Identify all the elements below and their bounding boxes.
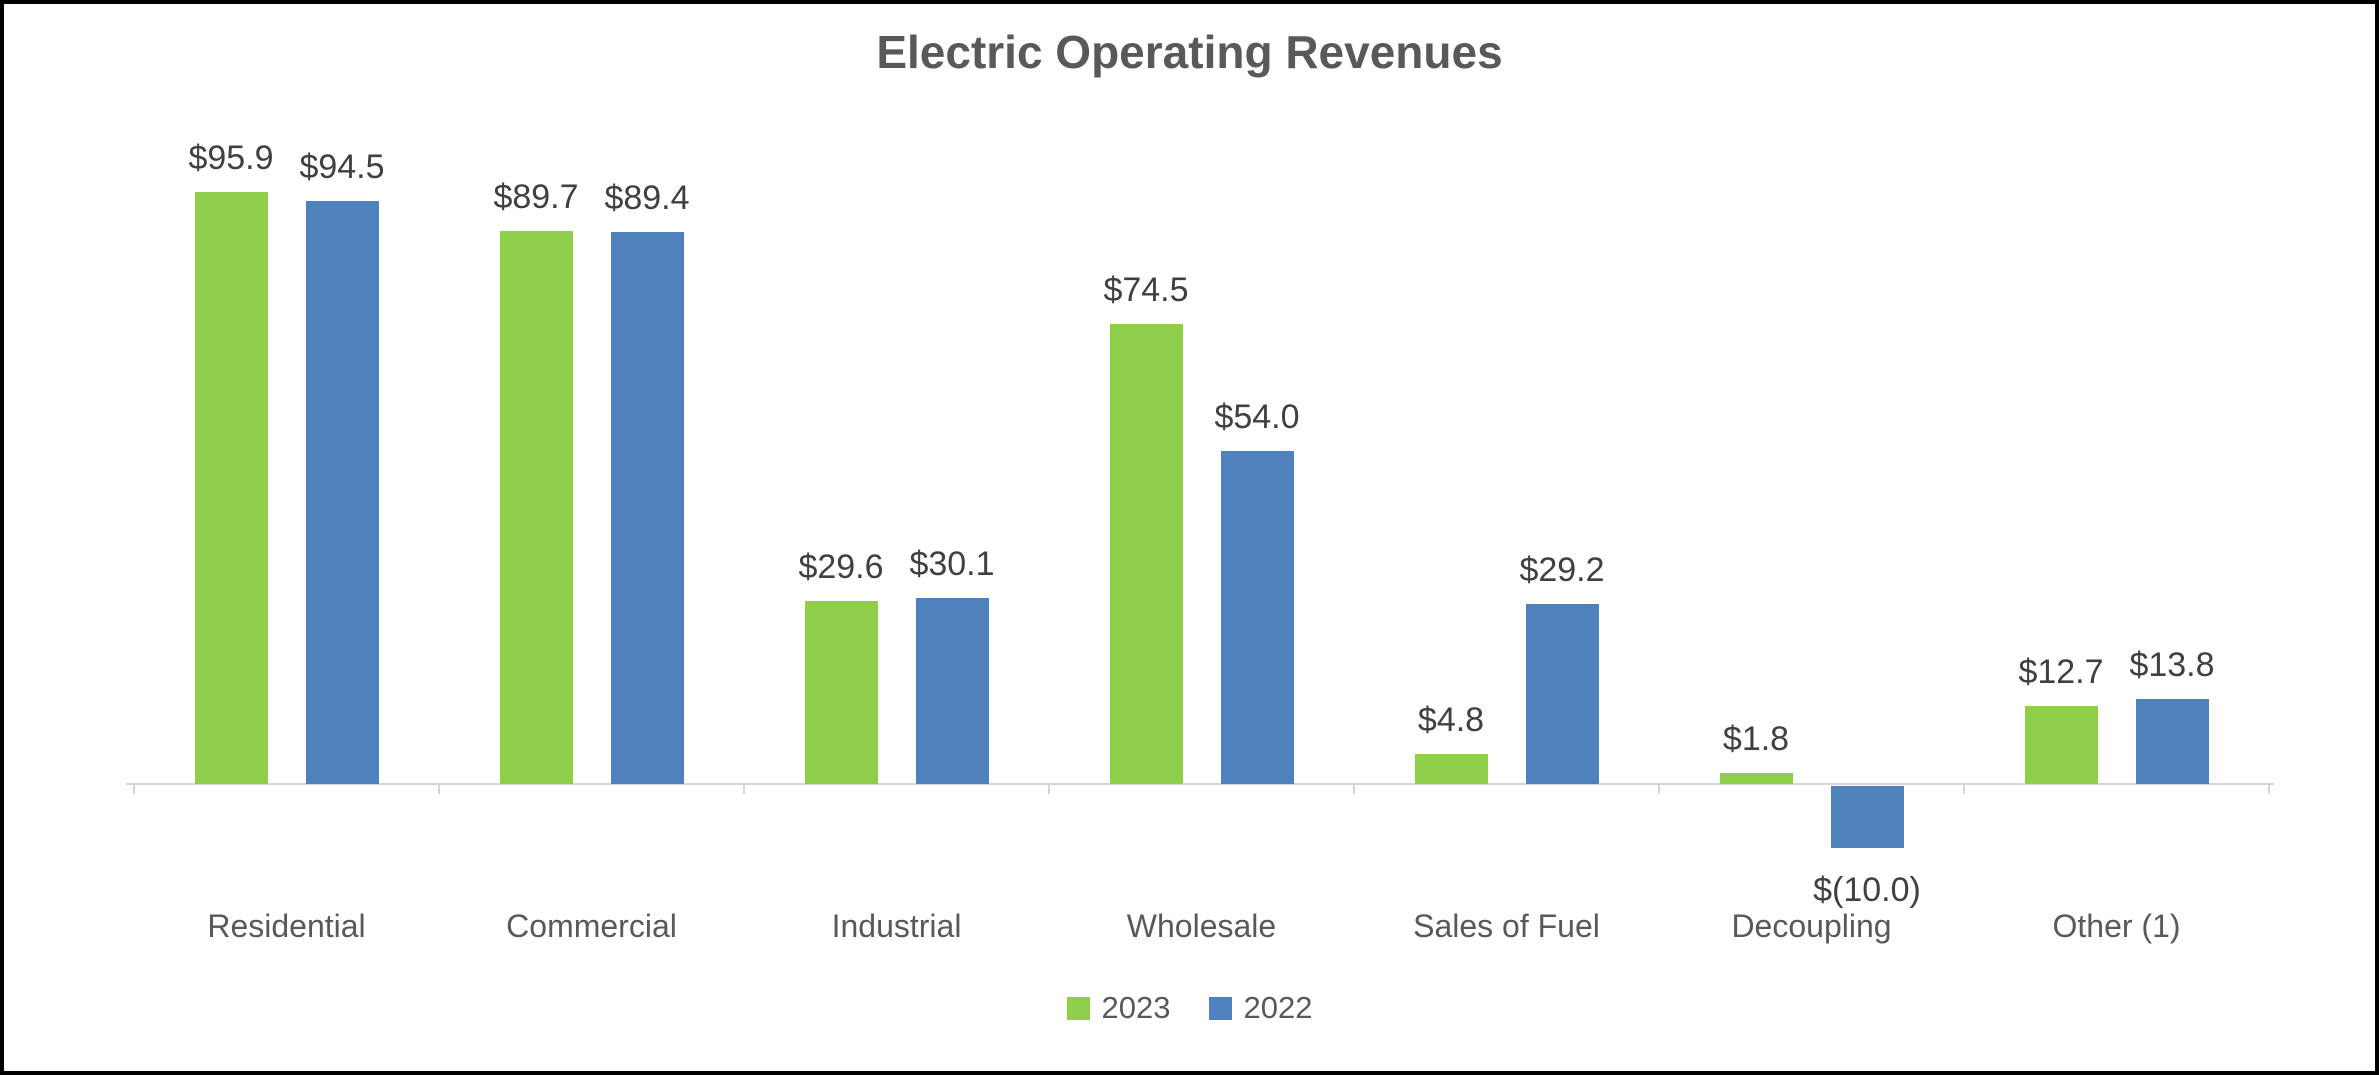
bar-2023 <box>1414 754 1488 784</box>
bar-2023 <box>2024 706 2098 784</box>
bar-value-label: $1.8 <box>1722 720 1790 758</box>
legend-item-2022: 2022 <box>1208 990 1313 1026</box>
bar-value-label: $12.7 <box>2018 653 2104 691</box>
bar-value-label: $74.5 <box>1103 271 1189 309</box>
bar-2022 <box>1830 786 1904 848</box>
bar-value-label: $30.1 <box>909 545 995 583</box>
bar-value-label: $95.9 <box>188 139 274 177</box>
bar-value-label: $94.5 <box>299 148 385 186</box>
legend: 2023 2022 <box>4 986 2375 1030</box>
bar-2022 <box>610 232 684 784</box>
x-axis-tick <box>743 784 745 794</box>
x-axis-tick <box>1658 784 1660 794</box>
plot-area: Residential $95.9 $94.5 Commercial $89.7 $89.… <box>4 4 2375 1071</box>
x-axis-tick <box>1353 784 1355 794</box>
category-label: Sales of Fuel <box>1413 908 1600 944</box>
bar-value-label: $89.7 <box>493 178 579 216</box>
category-label: Decoupling <box>1731 908 1892 944</box>
x-axis-line <box>126 783 2274 785</box>
x-axis-tick <box>2268 784 2270 794</box>
bar-value-label: $89.4 <box>604 179 690 217</box>
bar-2023 <box>194 192 268 784</box>
legend-label: 2023 <box>1101 990 1171 1025</box>
legend-swatch-icon <box>1066 996 1090 1020</box>
bar-2022 <box>2135 699 2209 784</box>
chart-title: Electric Operating Revenues <box>876 26 1503 78</box>
category-label: Wholesale <box>1126 908 1277 944</box>
bar-2022 <box>915 598 989 784</box>
x-axis-tick <box>1963 784 1965 794</box>
legend-label: 2022 <box>1243 990 1313 1025</box>
category-label: Commercial <box>506 908 677 944</box>
bar-2023 <box>1719 773 1793 784</box>
bar-value-label: $13.8 <box>2129 646 2215 684</box>
bar-2023 <box>499 231 573 784</box>
bar-value-label: $(10.0) <box>1813 871 1921 909</box>
bar-value-label: $4.8 <box>1417 701 1485 739</box>
category-label: Industrial <box>831 908 962 944</box>
bar-value-label: $29.2 <box>1519 551 1605 589</box>
legend-swatch-icon <box>1208 996 1232 1020</box>
bar-2023 <box>804 601 878 784</box>
x-axis-tick <box>133 784 135 794</box>
x-axis-tick <box>1048 784 1050 794</box>
category-label: Other (1) <box>2052 908 2181 944</box>
bar-2022 <box>305 201 379 784</box>
x-axis-tick <box>438 784 440 794</box>
bar-2022 <box>1525 604 1599 784</box>
category-label: Residential <box>207 908 366 944</box>
legend-item-2023: 2023 <box>1066 990 1171 1026</box>
bar-2022 <box>1220 451 1294 784</box>
bar-2023 <box>1109 324 1183 784</box>
bar-value-label: $29.6 <box>798 548 884 586</box>
bar-value-label: $54.0 <box>1214 398 1300 436</box>
